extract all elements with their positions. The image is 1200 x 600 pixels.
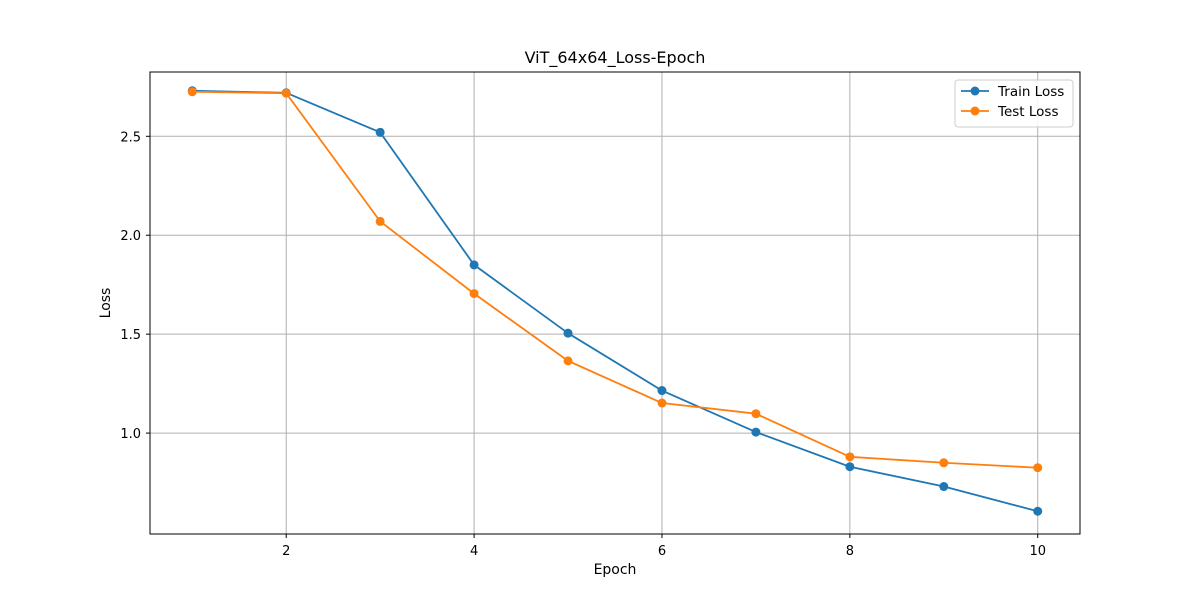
data-point bbox=[751, 427, 761, 437]
plot-frame bbox=[149, 71, 1081, 535]
y-axis-label: Loss bbox=[98, 288, 114, 319]
series-test-loss bbox=[187, 87, 1043, 473]
ticks: 2 4 6 8 10 1.0 1.5 2.0 2.5 bbox=[120, 130, 1046, 559]
data-point bbox=[845, 452, 855, 462]
x-axis-label: Epoch bbox=[594, 562, 637, 578]
data-point bbox=[375, 216, 385, 226]
series-layer bbox=[187, 86, 1043, 516]
legend-item: Train Loss bbox=[961, 84, 1064, 100]
x-tick-label: 6 bbox=[658, 544, 666, 559]
data-point bbox=[281, 88, 291, 98]
chart-title: ViT_64x64_Loss-Epoch bbox=[525, 48, 706, 68]
x-tick-label: 2 bbox=[282, 544, 290, 559]
data-point bbox=[657, 386, 667, 396]
data-point bbox=[187, 87, 197, 97]
y-tick-label: 2.0 bbox=[120, 229, 141, 244]
data-point bbox=[1033, 506, 1043, 516]
data-point bbox=[469, 260, 479, 270]
x-tick-label: 8 bbox=[846, 544, 854, 559]
legend-label: Test Loss bbox=[997, 104, 1059, 120]
y-tick-label: 1.5 bbox=[120, 328, 141, 343]
series-line bbox=[192, 90, 1038, 469]
y-tick-label: 1.0 bbox=[120, 427, 141, 442]
data-point bbox=[751, 409, 761, 419]
data-point bbox=[939, 482, 949, 492]
data-point bbox=[939, 458, 949, 468]
legend-item: Test Loss bbox=[961, 104, 1059, 120]
x-tick-label: 10 bbox=[1029, 544, 1046, 559]
y-tick-label: 2.5 bbox=[120, 130, 141, 145]
data-point bbox=[563, 328, 573, 338]
series-line bbox=[192, 89, 1038, 513]
data-point bbox=[845, 462, 855, 472]
legend-marker bbox=[970, 106, 980, 116]
x-tick-label: 4 bbox=[470, 544, 478, 559]
grid bbox=[150, 72, 1080, 534]
data-point bbox=[563, 356, 573, 366]
legend-marker bbox=[970, 86, 980, 96]
data-point bbox=[469, 289, 479, 299]
data-point bbox=[375, 127, 385, 137]
data-point bbox=[657, 398, 667, 408]
legend-label: Train Loss bbox=[997, 84, 1064, 100]
data-point bbox=[1033, 463, 1043, 473]
legend: Train Loss Test Loss bbox=[954, 79, 1074, 128]
